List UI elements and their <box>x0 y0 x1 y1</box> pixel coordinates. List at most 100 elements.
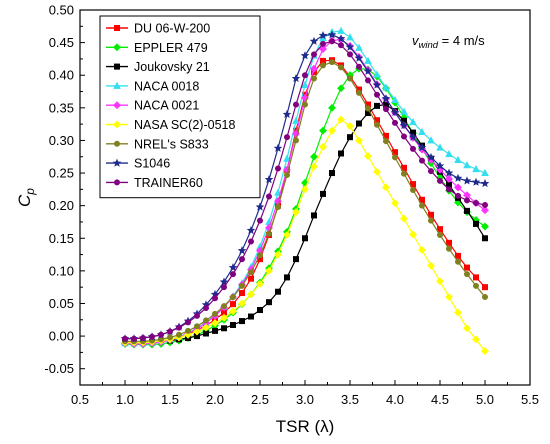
y-tick-label: 0.30 <box>49 133 74 148</box>
data-point <box>230 301 237 308</box>
data-point <box>373 102 380 109</box>
data-point <box>400 214 408 223</box>
data-point <box>409 145 416 152</box>
y-axis-title: Cp <box>15 188 37 207</box>
data-point <box>481 168 489 177</box>
data-point <box>292 137 299 144</box>
data-point <box>390 107 400 117</box>
data-point <box>328 126 336 135</box>
data-point <box>248 238 255 245</box>
data-point <box>318 30 328 40</box>
data-point <box>400 170 407 177</box>
data-point <box>203 330 210 337</box>
data-point <box>239 256 246 263</box>
legend-marker <box>114 24 121 31</box>
data-point <box>309 36 319 45</box>
data-point <box>319 62 326 69</box>
data-point <box>472 282 479 289</box>
legend: DU 06-W-200 EPPLER 479 Joukovsky 21 NACA 00… <box>99 15 261 199</box>
data-point <box>472 220 479 227</box>
data-point <box>131 335 138 342</box>
data-point <box>194 312 201 319</box>
data-point <box>373 167 381 176</box>
x-axis-title: TSR (λ) <box>276 417 335 436</box>
data-point <box>301 101 308 108</box>
legend-marker <box>113 120 121 129</box>
data-point <box>255 202 265 211</box>
data-point <box>328 38 335 45</box>
data-point <box>480 179 490 188</box>
data-point <box>265 230 272 237</box>
data-point <box>481 235 488 242</box>
data-point <box>220 313 228 322</box>
data-point <box>355 63 362 70</box>
x-tick-label: 0.5 <box>71 392 89 407</box>
y-tick-label: 0.15 <box>49 231 74 246</box>
x-tick-label: 2.0 <box>206 392 224 407</box>
legend-entry: NACA 0018 <box>106 79 199 93</box>
data-point <box>337 64 344 71</box>
data-point <box>238 299 246 308</box>
legend-label: EPPLER 479 <box>134 41 208 55</box>
data-point <box>237 246 247 255</box>
data-point <box>364 56 372 64</box>
data-point <box>454 308 462 317</box>
data-point <box>471 177 481 186</box>
annotation-sub: wind <box>419 40 439 51</box>
data-point <box>400 107 408 115</box>
data-point <box>399 120 409 130</box>
y-tick-label: 0.40 <box>49 68 74 83</box>
legend-label: DU 06-W-200 <box>134 22 210 36</box>
data-point <box>265 193 272 200</box>
annotation-text: = 4 m/s <box>438 33 485 48</box>
series <box>122 59 488 345</box>
data-point <box>219 277 229 286</box>
legend-marker <box>112 158 122 167</box>
data-point <box>328 59 335 66</box>
data-point <box>336 34 346 43</box>
data-point <box>372 80 382 89</box>
legend-label: NREL's S833 <box>134 137 209 151</box>
legend-entry: NASA SC(2)-0518 <box>106 118 235 132</box>
data-point <box>409 118 417 126</box>
data-point <box>283 274 290 281</box>
data-point <box>310 64 318 73</box>
data-point <box>248 275 255 282</box>
data-point <box>436 232 443 239</box>
data-point <box>283 231 291 239</box>
data-point <box>167 334 174 341</box>
data-point <box>337 26 345 34</box>
data-point <box>239 290 246 297</box>
data-point <box>203 317 210 324</box>
data-point <box>282 109 292 118</box>
data-point <box>256 306 263 313</box>
series-layer <box>120 26 490 356</box>
data-point <box>221 303 228 310</box>
data-point <box>327 30 337 39</box>
data-point <box>274 288 281 295</box>
data-point <box>292 116 300 124</box>
data-point <box>246 225 256 235</box>
data-point <box>230 293 237 300</box>
data-point <box>427 168 434 175</box>
legend-label: TRAINER60 <box>134 176 203 190</box>
data-point <box>346 33 354 41</box>
data-point <box>445 239 452 246</box>
legend-label: NASA SC(2)-0518 <box>134 118 235 132</box>
data-point <box>203 305 210 312</box>
data-point <box>409 187 416 194</box>
data-point <box>463 207 470 214</box>
data-point <box>176 324 183 331</box>
legend-label: NACA 0021 <box>134 99 199 113</box>
data-point <box>463 264 470 271</box>
legend-entry: EPPLER 479 <box>106 41 208 55</box>
legend-marker <box>113 43 121 52</box>
data-point <box>381 94 391 103</box>
data-point <box>274 250 282 259</box>
data-point <box>310 162 318 171</box>
series <box>120 30 490 343</box>
data-point <box>328 103 336 112</box>
data-point <box>445 186 452 193</box>
data-point <box>472 200 479 207</box>
